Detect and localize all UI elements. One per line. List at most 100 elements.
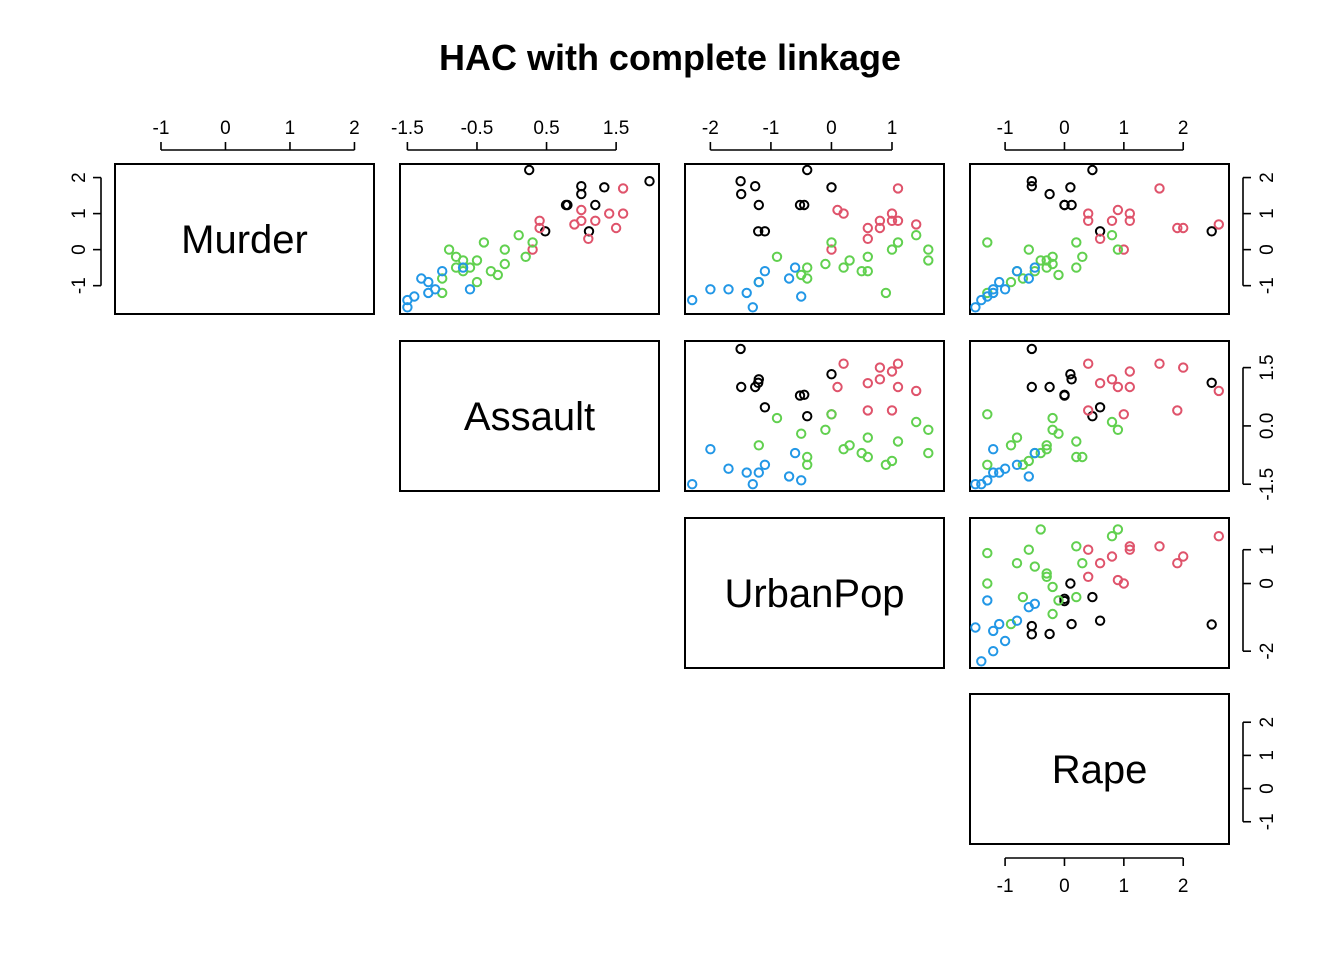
data-point bbox=[1077, 251, 1088, 262]
data-point bbox=[771, 251, 783, 262]
data-point bbox=[1066, 199, 1077, 211]
panel-assault-rape bbox=[969, 340, 1230, 492]
data-point bbox=[1047, 608, 1058, 620]
tick-label: 0.0 bbox=[1257, 413, 1278, 439]
data-point bbox=[1178, 222, 1189, 234]
data-point bbox=[1029, 598, 1041, 609]
data-point bbox=[450, 262, 462, 273]
panel-urbanpop-urbanpop: UrbanPop bbox=[684, 517, 945, 669]
data-point bbox=[1106, 551, 1118, 562]
data-point bbox=[1059, 593, 1070, 604]
data-point bbox=[1071, 237, 1082, 248]
panel-assault-urbanpop bbox=[684, 340, 945, 492]
tick-label: 1 bbox=[1257, 208, 1278, 219]
panel-frame bbox=[684, 517, 945, 669]
data-point bbox=[1094, 233, 1106, 245]
panel-rape-rape: Rape bbox=[969, 693, 1230, 845]
data-point bbox=[1071, 451, 1082, 463]
tick-label: 2 bbox=[1178, 118, 1189, 139]
data-point bbox=[1005, 276, 1017, 288]
data-point bbox=[1066, 618, 1077, 630]
data-point bbox=[464, 284, 476, 295]
data-point bbox=[892, 358, 904, 369]
data-point bbox=[1118, 578, 1130, 589]
data-point bbox=[735, 343, 746, 355]
tick-label: 0 bbox=[1257, 578, 1278, 589]
tick-label: -1 bbox=[997, 876, 1014, 897]
data-point bbox=[1172, 405, 1183, 416]
panel-murder-rape bbox=[969, 163, 1230, 315]
data-point bbox=[1124, 208, 1136, 219]
data-point bbox=[1059, 389, 1070, 400]
data-point bbox=[1035, 255, 1046, 266]
data-point bbox=[886, 244, 898, 255]
data-point bbox=[838, 208, 849, 219]
tick-label: 1 bbox=[1119, 876, 1130, 897]
data-point bbox=[771, 412, 783, 424]
data-point bbox=[1154, 541, 1165, 552]
panels: Murder Assault UrbanPop Rape -1 0 1 2 -1.5 -0.5 0.… bbox=[69, 118, 1278, 897]
tick-label: 2 bbox=[1257, 172, 1278, 183]
data-point bbox=[1041, 444, 1052, 455]
data-point bbox=[1154, 183, 1165, 194]
data-point bbox=[599, 182, 610, 193]
data-point bbox=[862, 451, 873, 463]
data-point bbox=[736, 188, 747, 200]
panel-murder-assault bbox=[399, 163, 660, 315]
data-point bbox=[862, 266, 873, 277]
data-point bbox=[820, 258, 831, 270]
data-point bbox=[1112, 204, 1124, 216]
data-point bbox=[911, 416, 922, 428]
data-point bbox=[736, 381, 747, 393]
tick-label: -1.5 bbox=[391, 118, 424, 139]
panel-frame bbox=[969, 517, 1230, 669]
data-point bbox=[1178, 362, 1189, 373]
variable-label-rape: Rape bbox=[1052, 748, 1148, 792]
data-point bbox=[1094, 558, 1106, 569]
data-point bbox=[994, 618, 1005, 630]
data-point bbox=[982, 459, 993, 470]
data-point bbox=[1112, 381, 1124, 393]
variable-label-assault: Assault bbox=[464, 395, 595, 439]
data-point bbox=[892, 436, 904, 447]
data-point bbox=[741, 467, 752, 478]
data-point bbox=[520, 251, 531, 262]
data-point bbox=[604, 208, 615, 219]
data-point bbox=[437, 273, 448, 284]
data-point bbox=[590, 215, 601, 227]
data-point bbox=[862, 251, 873, 262]
data-point bbox=[478, 237, 490, 248]
data-point bbox=[999, 284, 1011, 295]
data-point bbox=[982, 578, 993, 589]
panel-frame bbox=[399, 340, 660, 492]
data-point bbox=[796, 475, 807, 486]
data-point bbox=[759, 459, 771, 470]
data-point bbox=[747, 302, 758, 313]
data-point bbox=[838, 444, 849, 455]
data-point bbox=[1154, 358, 1165, 369]
data-point bbox=[1083, 544, 1094, 555]
data-point bbox=[1053, 428, 1064, 439]
tick-label: -1 bbox=[1257, 813, 1278, 830]
chart-title: HAC with complete linkage bbox=[439, 37, 901, 78]
data-point bbox=[1044, 628, 1055, 640]
data-point bbox=[892, 215, 904, 227]
data-point bbox=[1065, 182, 1076, 193]
data-point bbox=[524, 164, 535, 176]
data-point bbox=[1041, 262, 1052, 273]
data-point bbox=[1011, 266, 1023, 277]
tick-label: -1 bbox=[762, 118, 779, 139]
data-point bbox=[527, 237, 538, 248]
data-point bbox=[1213, 385, 1225, 397]
data-point bbox=[892, 183, 904, 194]
data-point bbox=[1017, 591, 1029, 603]
data-point bbox=[610, 222, 622, 234]
tick-label: 0 bbox=[220, 118, 231, 139]
data-point bbox=[437, 266, 448, 277]
data-point bbox=[1066, 374, 1077, 385]
data-point bbox=[687, 294, 698, 306]
data-point bbox=[534, 222, 545, 234]
data-point bbox=[402, 302, 413, 313]
data-point bbox=[1118, 409, 1130, 420]
tick-label: -1 bbox=[1257, 277, 1278, 294]
